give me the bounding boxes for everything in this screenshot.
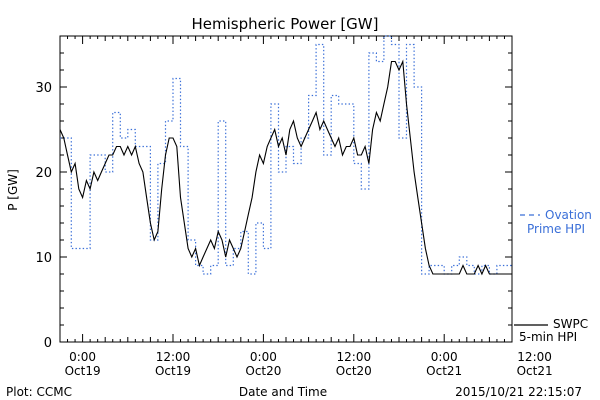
x-tick-label-date: Oct21	[426, 364, 462, 378]
x-tick-label-date: Oct19	[155, 364, 191, 378]
x-tick-label-time: 12:00	[156, 350, 191, 364]
x-tick-label-time: 0:00	[431, 350, 458, 364]
x-tick-label-date: Oct20	[336, 364, 372, 378]
chart-title: Hemispheric Power [GW]	[192, 15, 379, 33]
x-tick-label-date: Oct19	[65, 364, 101, 378]
legend-swpc-label-1: SWPC	[553, 317, 588, 331]
series-layer	[59, 35, 512, 276]
y-tick-label: 30	[35, 81, 52, 96]
legend-swpc-label-2: 5-min HPI	[519, 330, 577, 344]
footer-timestamp: 2015/10/21 22:15:07	[455, 385, 582, 399]
y-axis-label: P [GW]	[6, 169, 20, 211]
x-tick-label-date: Oct21	[517, 364, 553, 378]
legend-ovation-label-1: Ovation	[545, 208, 592, 222]
y-tick-label: 10	[35, 251, 52, 266]
legend-ovation: Ovation Prime HPI	[520, 208, 592, 236]
plot-border	[59, 35, 513, 343]
legend-swpc: SWPC 5-min HPI	[514, 317, 588, 344]
x-tick-label-time: 0:00	[69, 350, 96, 364]
x-tick-label-time: 12:00	[337, 350, 372, 364]
legend-ovation-label-2: Prime HPI	[527, 222, 585, 236]
x-axis-ticks: 0:00Oct1912:00Oct190:00Oct2012:00Oct200:…	[59, 36, 553, 378]
y-tick-label: 20	[35, 166, 52, 181]
y-axis-ticks: 0 10 20 30	[35, 35, 512, 351]
x-axis-label: Date and Time	[239, 385, 327, 399]
x-tick-label-date: Oct20	[245, 364, 281, 378]
plot-frame	[59, 35, 513, 343]
x-tick-label-time: 12:00	[517, 350, 552, 364]
x-tick-label-time: 0:00	[250, 350, 277, 364]
footer-plot-source: Plot: CCMC	[6, 385, 72, 399]
series-swpc-line	[59, 59, 512, 276]
series-ovation-prime-line	[60, 35, 512, 275]
y-tick-label: 0	[44, 336, 52, 351]
